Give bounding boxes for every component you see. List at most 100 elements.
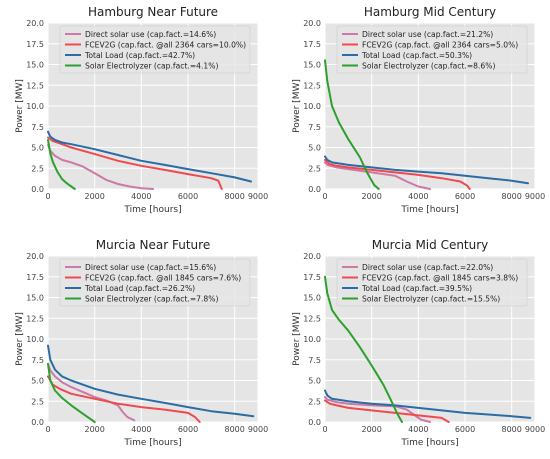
y-tick-label: 20.0 (26, 19, 44, 28)
y-tick-label: 2.5 (31, 397, 44, 406)
x-tick-label: 9000 (525, 192, 545, 201)
x-tick-label: 8000 (224, 425, 244, 434)
y-tick-label: 10.0 (303, 102, 321, 111)
x-tick-label: 0 (45, 425, 50, 434)
y-axis-label: Power [MW] (292, 312, 302, 366)
x-axis-label: Time [hours] (123, 438, 181, 448)
x-tick-label: 8000 (501, 192, 521, 201)
y-tick-label: 15.0 (303, 61, 321, 70)
x-axis-label: Time [hours] (400, 438, 458, 448)
y-tick-label: 0.0 (31, 418, 44, 427)
legend-label: Solar Electrolyzer (cap.fact.=15.5%) (362, 295, 500, 304)
y-tick-label: 20.0 (26, 252, 44, 261)
legend-label: Total Load (cap.fact.=26.2%) (84, 284, 195, 293)
x-tick-label: 2000 (84, 192, 104, 201)
y-tick-label: 20.0 (303, 19, 321, 28)
y-axis-label: Power [MW] (15, 312, 25, 366)
y-tick-label: 17.5 (303, 40, 321, 49)
series-line-0 (324, 396, 431, 423)
y-tick-label: 12.5 (303, 314, 321, 323)
y-tick-label: 5.0 (308, 377, 321, 386)
y-tick-label: 7.5 (31, 123, 44, 132)
y-tick-label: 17.5 (26, 40, 44, 49)
y-axis-label: Power [MW] (292, 79, 302, 133)
chart-panel-1: 0 2000 4000 6000 8000 9000 0.0 2.5 5.0 7.5 10.0 12.… (292, 5, 545, 215)
x-tick-label: 6000 (178, 192, 198, 201)
legend-label: Total Load (cap.fact.=42.7%) (84, 51, 195, 60)
x-tick-label: 4000 (408, 192, 428, 201)
y-axis-label: Power [MW] (15, 79, 25, 133)
legend-label: Direct solar use (cap.fact.=14.6%) (85, 30, 216, 39)
series-line-1 (324, 158, 471, 190)
x-tick-label: 9000 (248, 425, 268, 434)
x-tick-label: 2000 (361, 192, 381, 201)
series-line-2 (324, 155, 529, 185)
y-tick-label: 7.5 (308, 356, 321, 365)
x-tick-label: 9000 (525, 425, 545, 434)
legend-label: FCEV2G (cap.fact. @all 1845 cars=7.6%) (85, 274, 241, 283)
series-line-3 (324, 275, 403, 423)
legend-label: Solar Electrolyzer (cap.fact.=8.6%) (362, 62, 495, 71)
legend-label: Solar Electrolyzer (cap.fact.=4.1%) (85, 62, 218, 71)
x-tick-label: 2000 (84, 425, 104, 434)
legend-label: Direct solar use (cap.fact.=21.2%) (362, 30, 493, 39)
chart-title: Murcia Mid Century (372, 238, 489, 252)
y-tick-label: 5.0 (31, 144, 44, 153)
y-tick-label: 10.0 (26, 102, 44, 111)
legend-box (59, 258, 251, 307)
series-line-0 (324, 161, 431, 190)
y-tick-label: 17.5 (303, 273, 321, 282)
legend-label: Direct solar use (cap.fact.=22.0%) (362, 263, 493, 272)
y-tick-label: 0.0 (308, 418, 321, 427)
series-line-0 (47, 144, 154, 190)
x-tick-label: 2000 (361, 425, 381, 434)
series-line-1 (324, 399, 450, 423)
series-line-1 (47, 375, 201, 423)
y-tick-label: 7.5 (308, 123, 321, 132)
y-tick-label: 12.5 (26, 314, 44, 323)
series-line-0 (47, 362, 136, 422)
x-tick-label: 8000 (501, 425, 521, 434)
y-tick-label: 12.5 (303, 81, 321, 90)
chart-title: Murcia Near Future (96, 238, 210, 252)
legend-box (336, 25, 528, 74)
chart-panel-2: 0 2000 4000 6000 8000 9000 0.0 2.5 5.0 7.5 10.0 12.… (15, 238, 268, 448)
y-tick-label: 2.5 (308, 164, 321, 173)
x-tick-label: 4000 (408, 425, 428, 434)
y-tick-label: 2.5 (31, 164, 44, 173)
legend-label: Solar Electrolyzer (cap.fact.=7.8%) (85, 295, 218, 304)
legend-label: Total Load (cap.fact.=50.3%) (361, 51, 472, 60)
x-tick-label: 9000 (248, 192, 268, 201)
y-tick-label: 15.0 (26, 61, 44, 70)
series-line-3 (47, 139, 76, 190)
y-tick-label: 5.0 (308, 144, 321, 153)
x-axis-label: Time [hours] (123, 205, 181, 215)
series-line-2 (47, 344, 255, 418)
series-line-3 (47, 362, 96, 423)
x-tick-label: 6000 (455, 192, 475, 201)
series-line-3 (324, 59, 380, 190)
legend-label: FCEV2G (cap.fact. @all 2364 cars=5.0%) (362, 41, 518, 50)
y-tick-label: 2.5 (308, 397, 321, 406)
x-tick-label: 6000 (455, 425, 475, 434)
series-line-2 (47, 130, 252, 183)
legend-label: Total Load (cap.fact.=39.5%) (361, 284, 472, 293)
series-line-2 (324, 389, 532, 419)
series-line-1 (47, 136, 223, 190)
y-tick-label: 5.0 (31, 377, 44, 386)
legend-label: FCEV2G (cap.fact. @all 2364 cars=10.0%) (85, 41, 246, 50)
legend-box (59, 25, 251, 74)
legend-label: FCEV2G (cap.fact. @all 1845 cars=3.8%) (362, 274, 518, 283)
legend-box (336, 258, 528, 307)
y-tick-label: 10.0 (303, 335, 321, 344)
x-tick-label: 8000 (224, 192, 244, 201)
chart-panel-3: 0 2000 4000 6000 8000 9000 0.0 2.5 5.0 7.5 10.0 12.… (292, 238, 545, 448)
y-tick-label: 20.0 (303, 252, 321, 261)
x-tick-label: 6000 (178, 425, 198, 434)
y-tick-label: 15.0 (303, 294, 321, 303)
chart-title: Hamburg Mid Century (364, 5, 496, 19)
x-tick-label: 0 (322, 425, 327, 434)
chart-panel-0: 0 2000 4000 6000 8000 9000 0.0 2.5 5.0 7.5 10.0 12.… (15, 5, 268, 215)
x-tick-label: 4000 (131, 192, 151, 201)
